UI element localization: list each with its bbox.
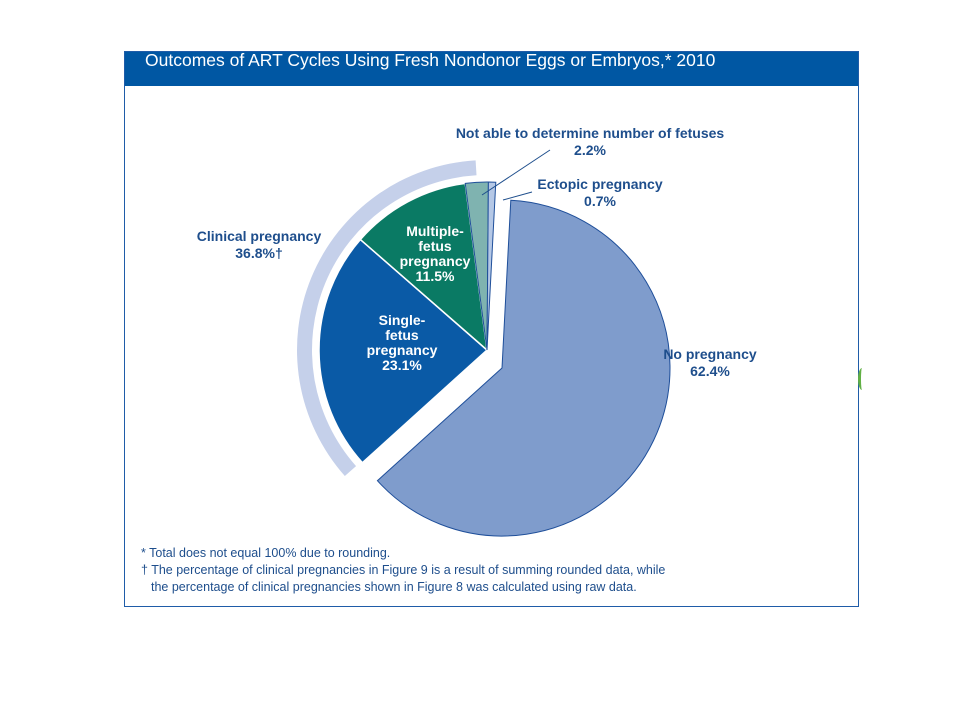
label-no-pregnancy-value: 62.4%	[690, 363, 730, 379]
label-single-line1: Single-	[378, 312, 426, 328]
slice-multiple-fetus	[359, 182, 489, 352]
title-bar: Outcomes of ART Cycles Using Fresh Nondo…	[125, 50, 858, 86]
leader-line-not-able	[481, 149, 551, 196]
label-multiple-line2: fetus	[418, 238, 452, 254]
clinical-pregnancy-arc	[297, 160, 477, 477]
footnote-2: † The percentage of clinical pregnancies…	[141, 563, 666, 577]
footnote-1: * Total does not equal 100% due to round…	[141, 546, 391, 560]
label-single-fetus: Single- fetus pregnancy 23.1%	[352, 313, 452, 373]
slice-ectopic	[486, 181, 497, 351]
label-multiple-line3: pregnancy	[399, 253, 471, 269]
footnotes: * Total does not equal 100% due to round…	[141, 545, 665, 596]
label-clinical-value: 36.8%†	[235, 245, 283, 261]
label-ectopic-value: 0.7%	[584, 193, 616, 209]
label-not-able-value: 2.2%	[574, 142, 606, 158]
label-not-able-text: Not able to determine number of fetuses	[455, 125, 725, 141]
slice-single-fetus	[318, 238, 489, 464]
footnote-3: the percentage of clinical pregnancies s…	[151, 580, 637, 594]
label-multiple-fetus: Multiple- fetus pregnancy 11.5%	[385, 224, 485, 284]
label-single-line2: fetus	[385, 327, 419, 343]
chart-title: Outcomes of ART Cycles Using Fresh Nondo…	[145, 50, 716, 70]
label-ectopic-text: Ectopic pregnancy	[537, 176, 663, 192]
label-ectopic: Ectopic pregnancy 0.7%	[520, 176, 680, 210]
label-clinical-text: Clinical pregnancy	[196, 228, 322, 244]
green-mark-icon	[858, 368, 866, 390]
label-no-pregnancy: No pregnancy 62.4%	[650, 346, 770, 380]
label-not-able-to-determine: Not able to determine number of fetuses …	[440, 125, 740, 159]
label-multiple-value: 11.5%	[415, 268, 455, 284]
label-clinical-pregnancy: Clinical pregnancy 36.8%†	[184, 228, 334, 262]
leader-line-ectopic	[502, 191, 533, 201]
slice-no-pregnancy	[376, 199, 671, 537]
label-multiple-line1: Multiple-	[406, 223, 464, 239]
label-no-pregnancy-text: No pregnancy	[663, 346, 757, 362]
label-single-line3: pregnancy	[366, 342, 438, 358]
label-single-value: 23.1%	[382, 357, 422, 373]
